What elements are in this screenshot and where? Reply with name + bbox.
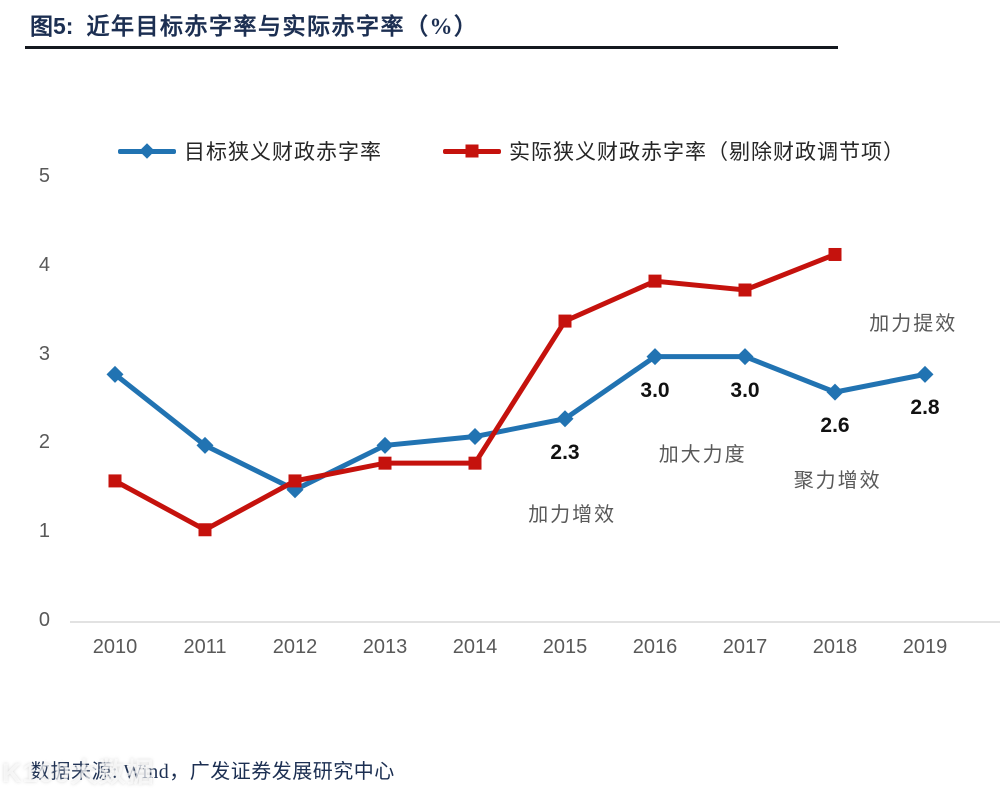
- watermark-text: K100大数据: [2, 758, 155, 788]
- legend-square-icon: [443, 144, 501, 158]
- marker-diamond-icon: [556, 410, 574, 428]
- series-line-1: [113, 252, 836, 533]
- figure-title: 图5: 近年目标赤字率与实际赤字率（%）: [30, 7, 478, 41]
- square-marker-icon: [465, 144, 479, 158]
- marker-square-icon: [378, 456, 392, 470]
- marker-diamond-icon: [826, 383, 844, 401]
- marker-diamond-icon: [466, 428, 484, 446]
- marker-diamond-icon: [196, 436, 214, 454]
- marker-diamond-icon: [736, 348, 754, 366]
- marker-diamond-icon: [916, 365, 934, 383]
- legend-label-target: 目标狭义财政赤字率: [184, 140, 382, 164]
- data-source-text: 数据来源: Wind，广发证券发展研究中心: [30, 761, 395, 783]
- legend-item-target-deficit: 目标狭义财政赤字率: [118, 136, 382, 166]
- marker-square-icon: [558, 314, 572, 328]
- marker-square-icon: [198, 523, 212, 537]
- marker-diamond-icon: [646, 348, 664, 366]
- marker-square-icon: [288, 474, 302, 488]
- figure-title-text: 近年目标赤字率与实际赤字率（%）: [86, 14, 479, 39]
- marker-square-icon: [108, 474, 122, 488]
- marker-square-icon: [468, 456, 482, 470]
- legend-label-actual: 实际狭义财政赤字率（剔除财政调节项）: [509, 140, 905, 164]
- marker-diamond-icon: [106, 365, 124, 383]
- title-divider: [25, 46, 838, 49]
- series-line-0: [113, 354, 926, 493]
- marker-diamond-icon: [376, 436, 394, 454]
- marker-square-icon: [828, 247, 842, 261]
- legend-item-actual-deficit: 实际狭义财政赤字率（剔除财政调节项）: [443, 136, 905, 166]
- figure-number: 图5:: [30, 13, 74, 39]
- marker-square-icon: [738, 283, 752, 297]
- marker-square-icon: [648, 274, 662, 288]
- legend-diamond-icon: [118, 143, 176, 159]
